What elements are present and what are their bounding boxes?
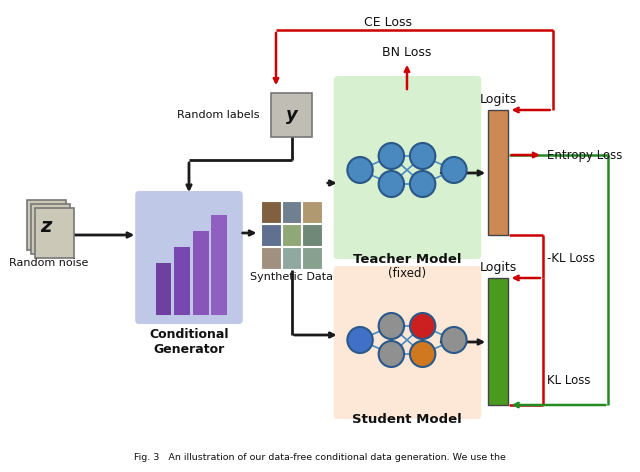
FancyBboxPatch shape — [333, 266, 481, 419]
Text: Student Model: Student Model — [352, 413, 462, 426]
Circle shape — [379, 143, 404, 169]
Bar — [211, 215, 227, 315]
FancyBboxPatch shape — [271, 93, 312, 137]
Bar — [261, 247, 281, 269]
Bar — [302, 224, 322, 246]
Text: Entropy Loss: Entropy Loss — [547, 149, 622, 161]
Circle shape — [379, 313, 404, 339]
Bar — [488, 110, 508, 235]
Bar — [156, 263, 172, 315]
Text: Logits: Logits — [479, 261, 516, 275]
Text: Random noise: Random noise — [8, 258, 88, 268]
Text: Conditional
Generator: Conditional Generator — [149, 328, 228, 356]
Text: Teacher Model: Teacher Model — [353, 253, 461, 266]
Circle shape — [441, 157, 467, 183]
Text: -KL Loss: -KL Loss — [547, 252, 595, 264]
Text: y: y — [285, 106, 298, 124]
Text: CE Loss: CE Loss — [364, 16, 412, 28]
FancyBboxPatch shape — [27, 200, 66, 250]
Text: Logits: Logits — [479, 93, 516, 107]
Circle shape — [441, 327, 467, 353]
Circle shape — [410, 143, 435, 169]
Bar — [282, 201, 301, 223]
FancyBboxPatch shape — [333, 76, 481, 259]
Bar — [302, 201, 322, 223]
Text: z: z — [40, 218, 52, 236]
Text: BN Loss: BN Loss — [382, 45, 431, 59]
Circle shape — [348, 327, 372, 353]
Text: KL Loss: KL Loss — [547, 373, 590, 387]
Circle shape — [379, 171, 404, 197]
Circle shape — [410, 341, 435, 367]
Bar — [261, 224, 281, 246]
Bar — [282, 224, 301, 246]
Bar — [174, 247, 190, 315]
FancyBboxPatch shape — [135, 191, 243, 324]
Circle shape — [410, 171, 435, 197]
Text: Synthetic Data: Synthetic Data — [250, 272, 333, 282]
Bar — [193, 231, 209, 315]
FancyBboxPatch shape — [35, 208, 74, 258]
Bar — [488, 278, 508, 405]
Bar — [302, 247, 322, 269]
Bar — [261, 201, 281, 223]
FancyBboxPatch shape — [31, 204, 70, 254]
Bar — [282, 247, 301, 269]
Circle shape — [379, 341, 404, 367]
Text: Fig. 3   An illustration of our data-free conditional data generation. We use th: Fig. 3 An illustration of our data-free … — [134, 453, 506, 462]
Circle shape — [348, 157, 372, 183]
Circle shape — [410, 313, 435, 339]
Text: Random labels: Random labels — [177, 110, 259, 120]
Text: (fixed): (fixed) — [388, 267, 426, 280]
